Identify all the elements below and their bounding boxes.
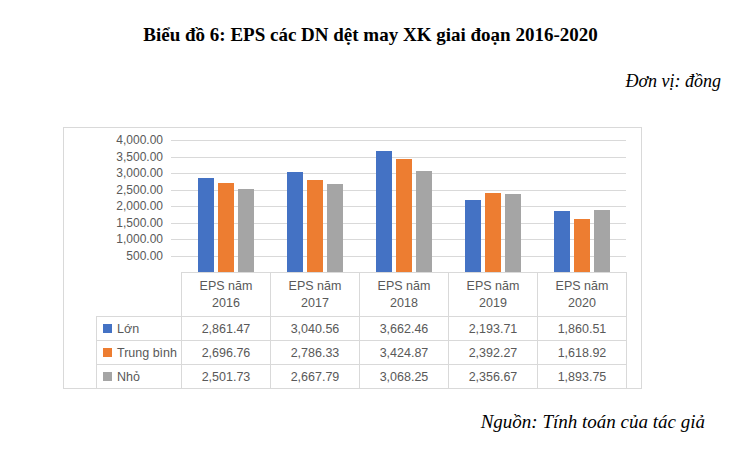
bar xyxy=(485,193,501,272)
table-header-cell: EPS năm 2019 xyxy=(449,273,538,317)
series-label-cell: Trung bình xyxy=(97,341,182,365)
y-axis-tick-label: 4,000.00 xyxy=(116,133,163,147)
y-axis-tick-label: 2,500.00 xyxy=(116,183,163,197)
value-cell: 2,392.27 xyxy=(449,341,538,365)
bar-group xyxy=(448,140,537,272)
value-cell: 2,861.47 xyxy=(182,317,271,341)
y-axis-tick-label: 2,000.00 xyxy=(116,199,163,213)
table-body: Lớn 2,861.473,040.563,662.462,193.711,860… xyxy=(97,317,627,389)
table-corner-cell xyxy=(97,273,182,317)
bar xyxy=(218,183,234,272)
series-label-cell: Lớn xyxy=(97,317,182,341)
value-cell: 1,618.92 xyxy=(538,341,627,365)
bar xyxy=(574,219,590,272)
unit-note: Đơn vị: đồng xyxy=(625,71,721,92)
legend-swatch-icon xyxy=(103,372,112,381)
series-label-cell: Nhỏ xyxy=(97,365,182,389)
y-axis-tick-label: 3,000.00 xyxy=(116,166,163,180)
y-axis-tick-label: 3,500.00 xyxy=(116,150,163,164)
table-row: Lớn 2,861.473,040.563,662.462,193.711,860… xyxy=(97,317,627,341)
bar xyxy=(416,171,432,272)
bar-group xyxy=(181,140,270,272)
bar xyxy=(307,180,323,272)
bar xyxy=(594,210,610,272)
table-header-cell: EPS năm 2018 xyxy=(360,273,449,317)
bar xyxy=(376,151,392,272)
value-cell: 1,860.51 xyxy=(538,317,627,341)
legend-swatch-icon xyxy=(103,324,112,333)
bar xyxy=(287,172,303,272)
value-cell: 2,786.33 xyxy=(271,341,360,365)
table-row: Nhỏ 2,501.732,667.793,068.252,356.671,893… xyxy=(97,365,627,389)
bar xyxy=(554,211,570,272)
table-header-cell: EPS năm 2016 xyxy=(182,273,271,317)
bar xyxy=(396,159,412,272)
value-cell: 1,893.75 xyxy=(538,365,627,389)
chart-title: Biểu đồ 6: EPS các DN dệt may XK giai đo… xyxy=(0,24,741,46)
source-note: Nguồn: Tính toán của tác giả xyxy=(481,411,705,433)
value-cell: 2,193.71 xyxy=(449,317,538,341)
value-cell: 3,068.25 xyxy=(360,365,449,389)
bar-group xyxy=(537,140,626,272)
chart-container: 4,000.00 3,500.00 3,000.00 2,500.00 2,000.00… xyxy=(63,127,642,389)
legend-swatch-icon xyxy=(103,348,112,357)
bar xyxy=(327,184,343,272)
value-cell: 2,501.73 xyxy=(182,365,271,389)
data-table: EPS năm 2016EPS năm 2017EPS năm 2018EPS … xyxy=(96,272,627,389)
value-cell: 2,696.76 xyxy=(182,341,271,365)
bar-group xyxy=(359,140,448,272)
table-header-cell: EPS năm 2020 xyxy=(538,273,627,317)
bar xyxy=(465,200,481,272)
value-cell: 3,040.56 xyxy=(271,317,360,341)
value-cell: 3,424.87 xyxy=(360,341,449,365)
table-row: Trung bình 2,696.762,786.333,424.872,392.… xyxy=(97,341,627,365)
bar xyxy=(198,178,214,272)
series-name: Nhỏ xyxy=(117,370,140,384)
value-cell: 2,667.79 xyxy=(271,365,360,389)
plot-area xyxy=(171,140,626,272)
value-cell: 3,662.46 xyxy=(360,317,449,341)
y-axis-labels: 4,000.003,500.003,000.002,500.002,000.00… xyxy=(64,140,165,272)
series-name: Trung bình xyxy=(117,346,177,360)
table-header-row: EPS năm 2016EPS năm 2017EPS năm 2018EPS … xyxy=(97,273,627,317)
y-axis-tick-label: 1,500.00 xyxy=(116,216,163,230)
y-axis-tick-label: 1,000.00 xyxy=(116,232,163,246)
value-cell: 2,356.67 xyxy=(449,365,538,389)
bar xyxy=(238,189,254,272)
table-header-cell: EPS năm 2017 xyxy=(271,273,360,317)
bar-group xyxy=(270,140,359,272)
document-page: Biểu đồ 6: EPS các DN dệt may XK giai đo… xyxy=(0,0,741,456)
series-name: Lớn xyxy=(117,322,139,336)
y-axis-tick-label: 500.00 xyxy=(126,249,163,263)
bar xyxy=(505,194,521,272)
